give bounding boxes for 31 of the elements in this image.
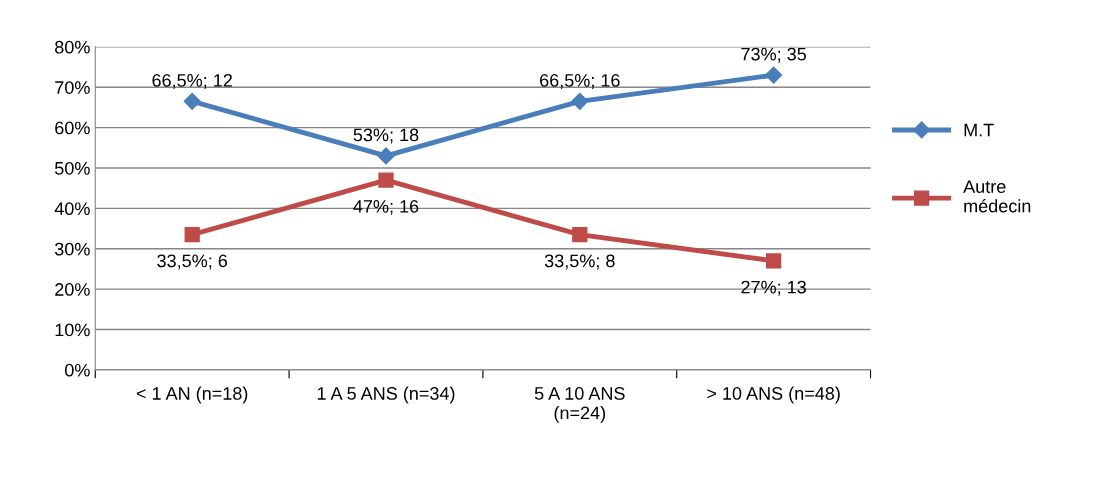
y-tick-label: 60% — [55, 121, 90, 135]
x-tick-label: < 1 AN (n=18) — [136, 386, 248, 404]
y-tick-label: 80% — [55, 40, 90, 54]
y-tick-label: 30% — [54, 242, 90, 256]
y-tick-label: 0% — [65, 363, 90, 377]
legend-label: M.T — [964, 123, 994, 137]
y-tick-label: 50% — [54, 161, 90, 175]
data-label: 33,5%; 6 — [157, 254, 228, 270]
y-tick-label: 10% — [55, 323, 90, 337]
y-tick-label: 40% — [54, 202, 90, 216]
data-label: 73%; 35 — [741, 47, 806, 63]
point — [572, 226, 588, 243]
point — [183, 92, 201, 110]
data-label: 33,5%; 8 — [544, 254, 615, 270]
point — [184, 226, 200, 243]
data-label: 47%; 16 — [353, 199, 419, 215]
point — [765, 253, 782, 269]
data-label: 53%; 18 — [353, 128, 419, 144]
point — [377, 147, 395, 165]
x-tick-label: 5 A 10 ANS (n=24) — [534, 387, 625, 423]
legend-label: Autre médecin — [963, 180, 1031, 213]
point — [378, 172, 394, 188]
point — [571, 92, 589, 110]
y-tick-label: 20% — [55, 283, 90, 296]
y-tick-label: 70% — [55, 81, 90, 94]
data-label: 66,5%; 12 — [152, 73, 232, 89]
point — [765, 66, 783, 84]
x-tick-label: > 10 ANS (n=48) — [707, 386, 840, 404]
data-label: 66,5%; 16 — [540, 73, 620, 89]
data-label: 27%; 13 — [741, 280, 806, 296]
x-tick-label: 1 A 5 ANS (n=34) — [317, 386, 455, 404]
